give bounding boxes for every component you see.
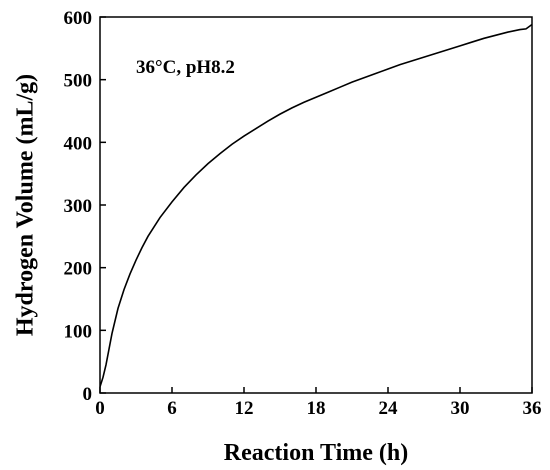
- y-tick-label-600: 600: [64, 8, 93, 29]
- x-tick-label-24: 24: [379, 398, 399, 419]
- y-tick-label-400: 400: [64, 133, 93, 154]
- y-axis-label: Hydrogen Volume (mL/g): [13, 74, 39, 336]
- series-line-hydrogen-volume: [99, 23, 533, 387]
- x-axis-label: Reaction Time (h): [224, 440, 408, 466]
- plot-frame: [99, 16, 533, 394]
- y-tick-label-200: 200: [64, 259, 93, 280]
- y-tick-label-0: 0: [83, 384, 93, 405]
- x-tick-label-30: 30: [451, 398, 470, 419]
- y-tick-label-300: 300: [64, 196, 93, 217]
- tick-labels-layer: 0 6 12 18 24 30 36 0 100 200 300 400 500 600: [64, 8, 542, 419]
- x-tick-label-36: 36: [523, 398, 542, 419]
- y-tick-label-100: 100: [64, 321, 93, 342]
- x-tick-label-6: 6: [167, 398, 177, 419]
- annotation-conditions: 36°C, pH8.2: [136, 57, 235, 78]
- x-tick-label-12: 12: [235, 398, 254, 419]
- x-tick-label-0: 0: [95, 398, 105, 419]
- y-tick-label-500: 500: [64, 71, 93, 92]
- x-tick-label-18: 18: [307, 398, 326, 419]
